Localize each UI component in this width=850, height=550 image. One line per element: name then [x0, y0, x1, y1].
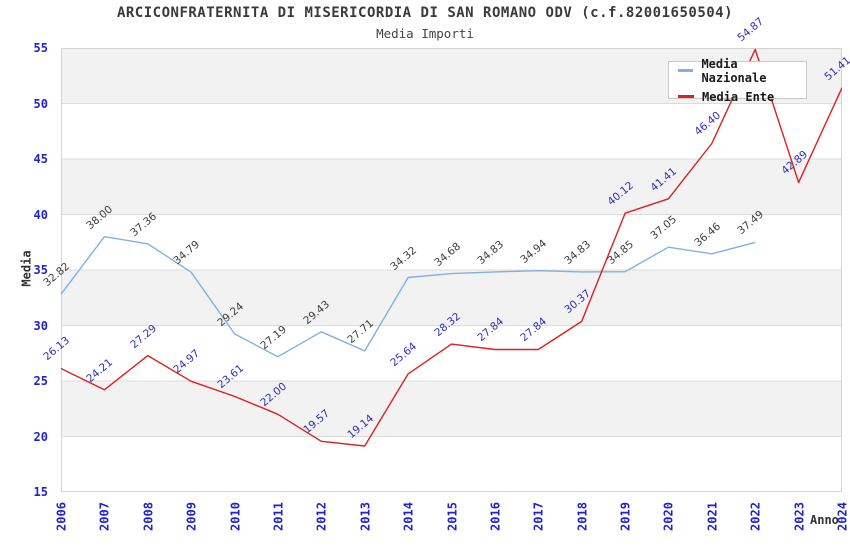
plot-area [61, 48, 842, 492]
legend-item-media-ente: Media Ente [678, 90, 806, 104]
x-tick-label: 2015 [445, 502, 459, 531]
x-tick-label: 2009 [184, 502, 199, 531]
grid-band [61, 159, 842, 215]
y-tick-label: 25 [33, 374, 48, 388]
media-ente-line-swatch [678, 95, 694, 98]
legend-item-media-nazionale: Media Nazionale [678, 57, 806, 85]
media-nazionale-line-swatch [678, 69, 694, 72]
grid-band [61, 381, 842, 437]
y-tick-label: 45 [33, 152, 48, 166]
x-tick-label: 2019 [618, 502, 633, 531]
legend-label-media-ente: Media Ente [702, 89, 775, 104]
y-tick-label: 15 [33, 485, 48, 499]
x-tick-label: 2006 [54, 502, 69, 531]
y-tick-label: 50 [33, 96, 48, 111]
legend: Media Nazionale Media Ente [668, 57, 807, 104]
x-tick-label: 2014 [401, 502, 416, 531]
x-tick-label: 2008 [141, 502, 156, 531]
x-tick-label: 2013 [358, 502, 373, 531]
chart-subtitle: Media Importi [376, 26, 474, 41]
grid-band [61, 103, 842, 159]
x-tick-label: 2017 [531, 502, 546, 531]
chart-title: ARCICONFRATERNITA DI MISERICORDIA DI SAN… [116, 5, 734, 21]
x-tick-label: 2012 [314, 502, 329, 531]
plot-border [61, 48, 842, 492]
y-tick-label: 55 [33, 41, 48, 55]
x-tick-label: 2022 [748, 502, 763, 531]
line-media-ente [61, 48, 842, 447]
y-axis-title: Media [19, 250, 34, 287]
y-tick-label: 20 [33, 429, 48, 444]
x-tick-label: 2010 [228, 502, 243, 531]
x-tick-label: 2020 [661, 502, 676, 531]
line-media-nazionale [61, 235, 756, 358]
x-tick-label: 2007 [97, 502, 112, 531]
x-tick-label: 2011 [271, 502, 286, 531]
grid-band [61, 436, 842, 492]
x-axis-title: Anno [810, 513, 839, 527]
y-tick-label: 40 [33, 207, 48, 222]
y-tick-label: 30 [33, 318, 48, 333]
grid-band [61, 325, 842, 381]
grid-band [61, 270, 842, 326]
x-tick-label: 2021 [705, 502, 720, 531]
x-tick-label: 2018 [575, 502, 590, 531]
legend-label-media-nazionale: Media Nazionale [701, 56, 767, 85]
grid-band [61, 214, 842, 270]
x-tick-label: 2023 [792, 502, 807, 531]
x-tick-label: 2016 [488, 502, 503, 531]
